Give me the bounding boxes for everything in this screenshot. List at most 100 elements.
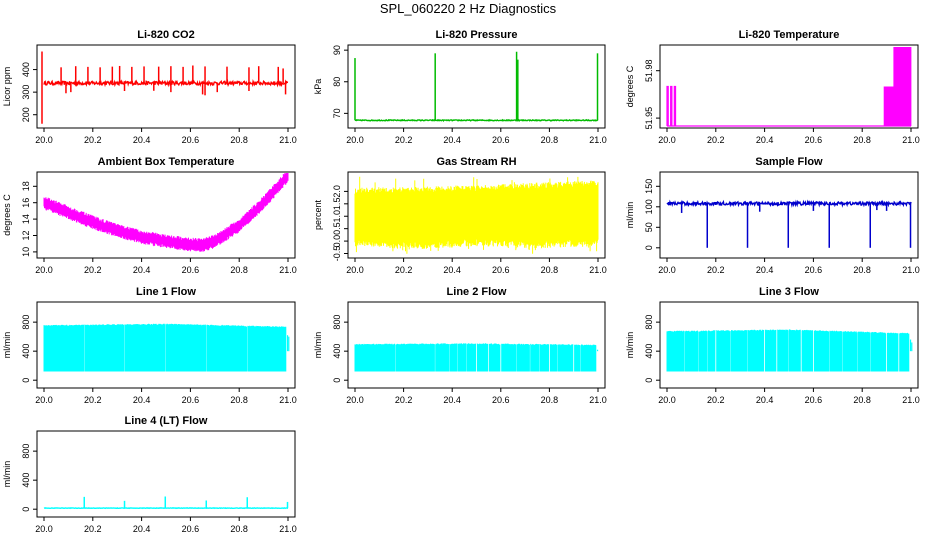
x-tick-label: 21.0 [902,265,920,275]
data-layer [666,329,913,372]
x-tick-label: 20.8 [230,265,248,275]
series-block [354,343,597,372]
x-tick-label: 20.4 [443,265,461,275]
x-tick-label: 20.4 [133,395,151,405]
x-tick-label: 20.2 [707,395,725,405]
x-tick-label: 21.0 [589,395,607,405]
x-tick-label: 21.0 [589,265,607,275]
y-axis-label: ml/min [313,332,323,359]
x-tick-label: 20.6 [182,524,200,534]
plot-frame [659,44,919,129]
x-tick-label: 20.6 [182,135,200,145]
plot-frame [659,301,919,389]
y-tick-label: 200 [21,107,31,122]
chart-panel-co2: Li-820 CO2 Licor ppm 20.0 20.2 20.4 20.6 20.8 2… [2,29,297,145]
step-dense [883,47,912,126]
y-tick-label: 0 [21,507,31,512]
y-tick-label: 800 [21,315,31,330]
series-block [666,329,910,372]
series-band [43,173,289,252]
x-tick-label: 20.4 [756,395,774,405]
data-layer [666,199,912,248]
x-tick-label: 20.0 [658,395,676,405]
x-tick-label: 20.2 [84,524,102,534]
y-tick-label: 800 [21,444,31,459]
chart-panel-box-temp: Ambient Box Temperature degrees C 20.0 20.2… [2,156,297,275]
y-tick-label: 150 [644,179,654,194]
x-tick-label: 20.4 [133,135,151,145]
x-tick-label: 20.8 [541,135,559,145]
x-tick-label: 20.2 [707,135,725,145]
x-tick-label: 20.0 [658,135,676,145]
x-tick-label: 20.6 [805,265,823,275]
data-layer [43,496,289,510]
y-axis-label: kPa [313,79,323,95]
y-tick-label: 0 [332,378,342,383]
y-tick-label: 400 [21,344,31,359]
x-tick-label: 21.0 [902,135,920,145]
y-tick-label: 51.98 [644,59,654,82]
chart-title: Li-820 Temperature [739,29,840,41]
chart-title: Li-820 Pressure [436,29,518,41]
x-tick-label: 21.0 [589,135,607,145]
x-tick-label: 20.6 [492,395,510,405]
series-band [354,176,599,254]
x-tick-label: 20.4 [133,524,151,534]
chart-panel-sample-flow: Sample Flow ml/min 20.0 20.2 20.4 20.6 20.8 21.… [625,156,920,275]
x-tick-label: 20.8 [853,135,871,145]
x-tick-label: 20.8 [853,395,871,405]
chart-title: Gas Stream RH [436,156,516,168]
y-axis-label: ml/min [625,202,635,229]
plot-frame [659,171,919,259]
chart-panel-line3-flow: Line 3 Flow ml/min 20.0 20.2 20.4 20.6 20.8 21.… [625,286,920,405]
y-tick-label: 90 [332,45,342,55]
chart-title: Line 4 (LT) Flow [125,415,208,427]
plot-frame [36,44,296,129]
x-tick-label: 20.6 [182,265,200,275]
data-layer [41,51,289,124]
x-tick-label: 20.2 [395,135,413,145]
chart-panel-licor-temp: Li-820 Temperature degrees C 20.0 20.2 20.4 2… [625,29,920,145]
plot-frame [347,44,606,129]
y-tick-label: 70 [332,108,342,118]
x-tick-label: 20.8 [230,395,248,405]
y-tick-label: 0 [644,378,654,383]
x-tick-label: 20.6 [492,135,510,145]
step-pulse [670,85,673,126]
x-tick-label: 20.6 [492,265,510,275]
plot-frame [36,171,296,259]
series-block [43,323,287,372]
x-tick-label: 20.0 [35,265,53,275]
chart-panel-line4-flow: Line 4 (LT) Flow ml/min 20.0 20.2 20.4 20.6 20… [2,415,297,534]
chart-title: Line 3 Flow [759,286,819,298]
plot-frame [347,301,606,389]
y-tick-label: 100 [644,199,654,214]
y-tick-label: 0 [644,245,654,250]
chart-title: Ambient Box Temperature [98,156,235,168]
y-tick-label: 18 [21,181,31,191]
x-tick-label: 20.2 [395,265,413,275]
x-tick-label: 20.6 [805,135,823,145]
series-line [354,118,599,122]
series-line [43,78,289,88]
x-tick-label: 20.8 [230,135,248,145]
y-tick-label: 51.95 [644,107,654,130]
x-tick-label: 20.2 [84,135,102,145]
y-axis-label: degrees C [2,194,12,236]
y-axis-label: ml/min [2,461,12,488]
plot-frame [36,430,296,518]
x-tick-label: 20.2 [707,265,725,275]
data-layer [43,173,289,252]
y-axis-label: Licor ppm [2,67,12,107]
y-tick-label: 50 [644,222,654,232]
plot-frame [36,301,296,389]
data-layer [43,323,290,372]
x-tick-label: 21.0 [279,395,297,405]
data-layer [354,176,599,254]
chart-title: Line 1 Flow [136,286,196,298]
y-tick-label: 800 [644,315,654,330]
x-tick-label: 20.6 [182,395,200,405]
y-tick-label: 80 [332,77,342,87]
step-pulse [673,85,677,126]
